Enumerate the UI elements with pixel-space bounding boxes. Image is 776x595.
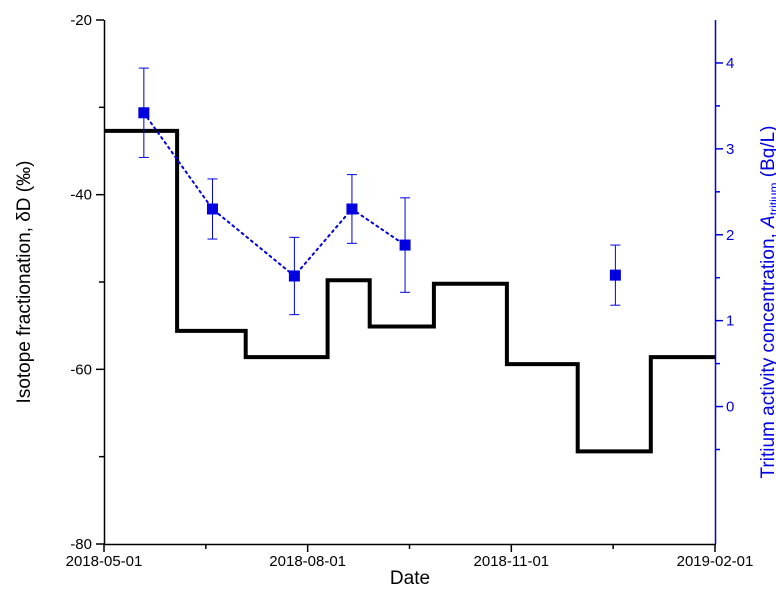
x-axis-title: Date — [390, 568, 430, 589]
ticks: 2018-05-01 2018-08-01 2018-11-01 2019-02-01… — [66, 12, 754, 570]
y-tick-label: -40 — [70, 187, 92, 204]
x-tick-label: 2018-11-01 — [474, 553, 550, 570]
x-tick-label: 2018-05-01 — [66, 553, 143, 570]
tritium-marker — [206, 203, 218, 215]
y-axis-title: Isotope fractionation, δD (‰) — [14, 161, 35, 404]
tritium-marker — [609, 269, 621, 281]
y2-tick-label: 3 — [726, 141, 734, 158]
y2-axis-title-suffix: (Bq/L) — [758, 126, 776, 183]
x-tick-label: 2018-08-01 — [269, 553, 346, 570]
tritium-marker — [346, 203, 358, 215]
axes — [103, 20, 717, 546]
y2-tick-label: 4 — [726, 55, 734, 72]
tritium-dotted-line — [142, 111, 407, 278]
y2-tick-label: 1 — [726, 313, 734, 330]
y2-axis-title: Tritium activity concentration, Atritium… — [758, 126, 776, 479]
y2-axis-title-prefix: Tritium activity concentration, — [758, 228, 776, 479]
y2-axis-title-subscript: tritium — [767, 183, 776, 216]
tritium-marker — [288, 270, 300, 282]
x-tick-label: 2019-02-01 — [677, 553, 754, 570]
y-tick-label: -60 — [70, 361, 92, 378]
tritium-marker — [399, 239, 411, 251]
plot-area — [104, 67, 715, 454]
step-line-isotope — [104, 128, 715, 454]
tritium-marker — [138, 107, 150, 119]
y2-axis-title-symbol: A — [758, 215, 776, 229]
y2-tick-label: 0 — [726, 399, 734, 416]
y-tick-label: -80 — [70, 536, 92, 553]
y2-tick-label: 2 — [726, 227, 734, 244]
y-tick-label: -20 — [70, 12, 92, 29]
